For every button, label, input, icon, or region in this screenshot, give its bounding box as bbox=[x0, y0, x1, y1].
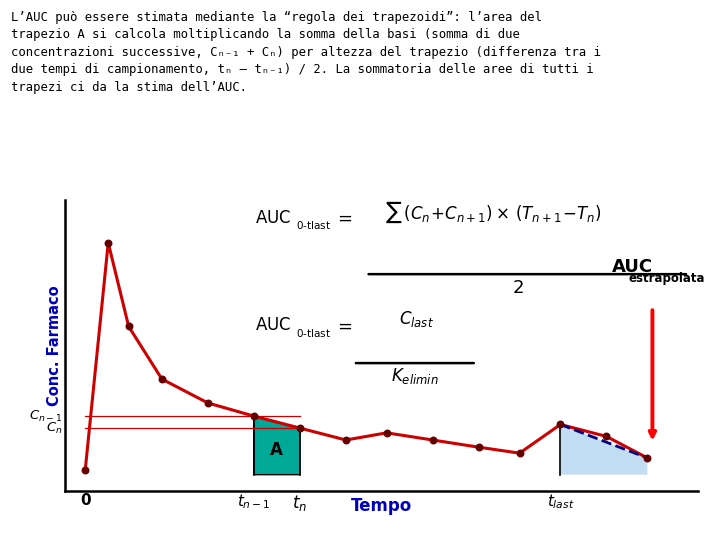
Point bbox=[642, 454, 653, 462]
Text: $=$: $=$ bbox=[334, 316, 353, 334]
Polygon shape bbox=[254, 416, 300, 475]
Text: $C_n$: $C_n$ bbox=[46, 421, 62, 436]
Text: estrapolata: estrapolata bbox=[629, 272, 705, 285]
Text: L’AUC può essere stimata mediante la “regola dei trapezoidi”: l’area del
trapezi: L’AUC può essere stimata mediante la “re… bbox=[11, 11, 600, 94]
Point bbox=[600, 432, 612, 441]
Point bbox=[554, 420, 566, 429]
Y-axis label: Conc. Farmaco: Conc. Farmaco bbox=[47, 285, 62, 406]
Text: $=$: $=$ bbox=[334, 208, 353, 227]
Point bbox=[514, 449, 526, 457]
Text: $C_{n-1}$: $C_{n-1}$ bbox=[29, 409, 62, 424]
Point bbox=[79, 465, 91, 474]
Text: $\sum\,(C_n\!+\!C_{n+1})\times\,(T_{n+1}\!-\!T_n)$: $\sum\,(C_n\!+\!C_{n+1})\times\,(T_{n+1}… bbox=[384, 200, 601, 225]
X-axis label: Tempo: Tempo bbox=[351, 497, 413, 515]
Point bbox=[102, 239, 114, 247]
Text: $C_{last}$: $C_{last}$ bbox=[399, 309, 434, 329]
Text: $\mathrm{0\text{-}tlast}$: $\mathrm{0\text{-}tlast}$ bbox=[296, 219, 331, 231]
Point bbox=[473, 443, 485, 451]
Polygon shape bbox=[560, 424, 647, 475]
Text: $\mathrm{AUC}$: $\mathrm{AUC}$ bbox=[255, 316, 291, 334]
Text: AUC: AUC bbox=[611, 258, 652, 276]
Text: $t_{n-1}$: $t_{n-1}$ bbox=[237, 492, 271, 511]
Point bbox=[294, 424, 305, 433]
Point bbox=[123, 322, 135, 331]
Text: $\mathrm{AUC}$: $\mathrm{AUC}$ bbox=[255, 208, 291, 227]
Text: $\mathrm{0\text{-}tlast}$: $\mathrm{0\text{-}tlast}$ bbox=[296, 327, 331, 339]
Point bbox=[202, 399, 214, 407]
Text: A: A bbox=[271, 441, 283, 459]
Text: $K_{elimin}$: $K_{elimin}$ bbox=[392, 366, 439, 386]
Point bbox=[427, 436, 438, 444]
Text: $t_{last}$: $t_{last}$ bbox=[546, 492, 575, 511]
Point bbox=[156, 375, 168, 383]
Text: 0: 0 bbox=[80, 492, 91, 508]
Point bbox=[340, 436, 351, 444]
Point bbox=[381, 429, 392, 437]
Point bbox=[248, 412, 260, 421]
Text: $t_n$: $t_n$ bbox=[292, 492, 307, 512]
Text: $2$: $2$ bbox=[512, 279, 523, 296]
